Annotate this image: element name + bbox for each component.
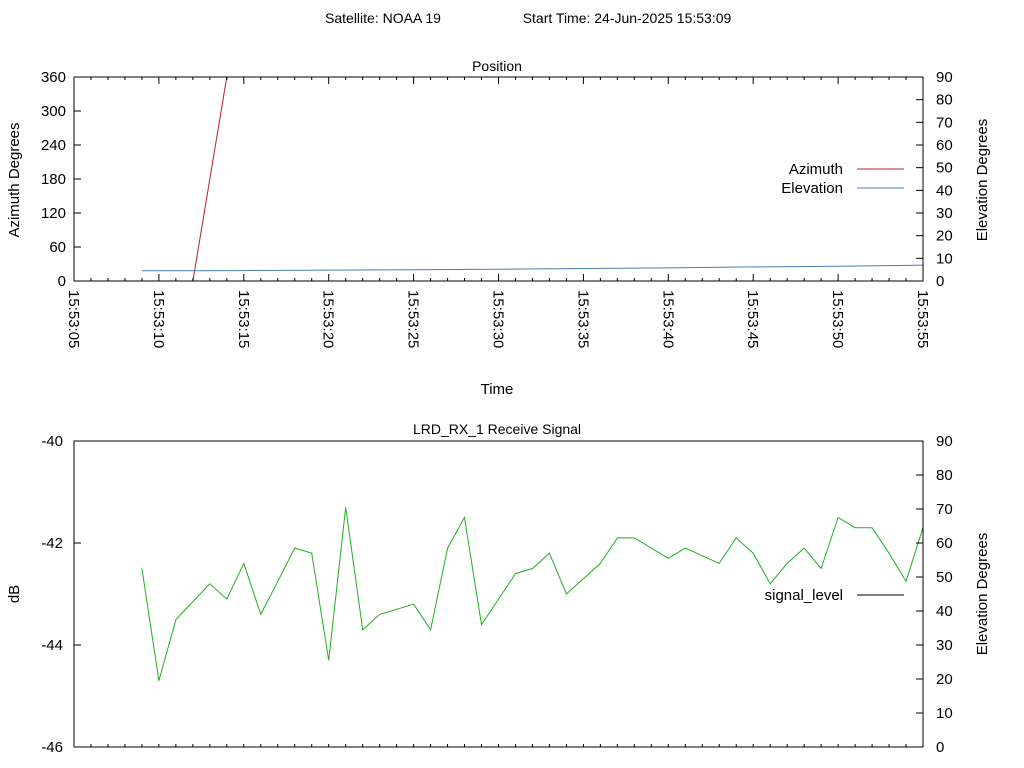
signal-elevation-axis-label: Elevation Degrees [974,533,991,656]
time-tick-label: 15:53:25 [405,290,422,348]
azimuth-tick-label: 360 [41,69,66,86]
satellite-label: Satellite: NOAA 19 [325,10,441,26]
elevation-tick-label: 10 [936,250,953,267]
signal-elevation-tick-label: 40 [936,603,953,620]
azimuth-line [192,76,228,282]
elevation-tick-label: 0 [936,273,944,290]
position-axes: 0 60 120 180 240 300 360 0 10 20 30 40 50 60 70 80 90 15:… [41,69,953,348]
azimuth-axis-label: Azimuth Degrees [6,122,23,237]
time-tick-label: 15:53:50 [829,290,846,348]
signal-legend: signal_level [765,587,904,604]
signal-elevation-tick-label: 30 [936,637,953,654]
time-tick-label: 15:53:45 [744,290,761,348]
position-legend: Azimuth Elevation [781,161,904,197]
signal-axes: -46 -44 -42 -40 0 10 20 30 40 50 60 70 80 90 [41,433,952,756]
position-marks [141,76,924,282]
position-elevation-axis-label: Elevation Degrees [974,119,991,242]
azimuth-tick-label: 60 [49,239,66,256]
elevation-tick-label: 80 [936,92,953,109]
db-tick-label: -42 [41,535,63,552]
elevation-tick-label: 50 [936,160,953,177]
azimuth-tick-label: 120 [41,205,66,222]
position-chart-title: Position [472,58,522,74]
signal-elevation-tick-label: 20 [936,671,953,688]
elevation-tick-label: 20 [936,228,953,245]
azimuth-tick-label: 180 [41,171,66,188]
elevation-tick-label: 90 [936,69,953,86]
time-tick-label: 15:53:55 [914,290,931,348]
db-tick-label: -40 [41,433,63,450]
position-panel: Position 0 60 120 180 240 300 360 0 10 20 30 40 50 60… [6,58,991,398]
elevation-tick-label: 60 [936,137,953,154]
signal-level-line [141,507,924,681]
position-x-axis-label: Time [481,381,514,398]
legend-azimuth-label: Azimuth [789,161,843,178]
elevation-tick-label: 30 [936,205,953,222]
time-tick-label: 15:53:15 [235,290,252,348]
signal-elevation-tick-label: 0 [936,739,944,756]
signal-elevation-tick-label: 60 [936,535,953,552]
legend-elevation-label: Elevation [781,180,843,197]
elevation-tick-label: 40 [936,182,953,199]
start-time-label: Start Time: 24-Jun-2025 15:53:09 [523,10,732,26]
time-tick-label: 15:53:10 [150,290,167,348]
db-axis-label: dB [6,585,23,603]
azimuth-tick-label: 300 [41,103,66,120]
time-tick-label: 15:53:30 [490,290,507,348]
elevation-tick-label: 70 [936,114,953,131]
signal-elevation-tick-label: 10 [936,705,953,722]
time-tick-label: 15:53:20 [320,290,337,348]
elevation-line [141,264,924,272]
azimuth-tick-label: 0 [58,273,66,290]
signal-elevation-tick-label: 80 [936,467,953,484]
time-tick-label: 15:53:05 [65,290,82,348]
time-tick-label: 15:53:35 [574,290,591,348]
signal-panel: LRD_RX_1 Receive Signal -46 -44 -42 -40 0 10 2… [6,421,991,756]
azimuth-tick-label: 240 [41,137,66,154]
signal-plot-frame [73,440,924,748]
position-plot-frame [73,76,924,282]
signal-elevation-tick-label: 90 [936,433,953,450]
signal-elevation-tick-label: 50 [936,569,953,586]
signal-chart-title: LRD_RX_1 Receive Signal [413,421,581,437]
time-tick-label: 15:53:40 [659,290,676,348]
db-tick-label: -46 [41,739,63,756]
legend-signal-label: signal_level [765,587,843,604]
signal-elevation-tick-label: 70 [936,501,953,518]
db-tick-label: -44 [41,637,63,654]
signal-marks [141,507,924,681]
